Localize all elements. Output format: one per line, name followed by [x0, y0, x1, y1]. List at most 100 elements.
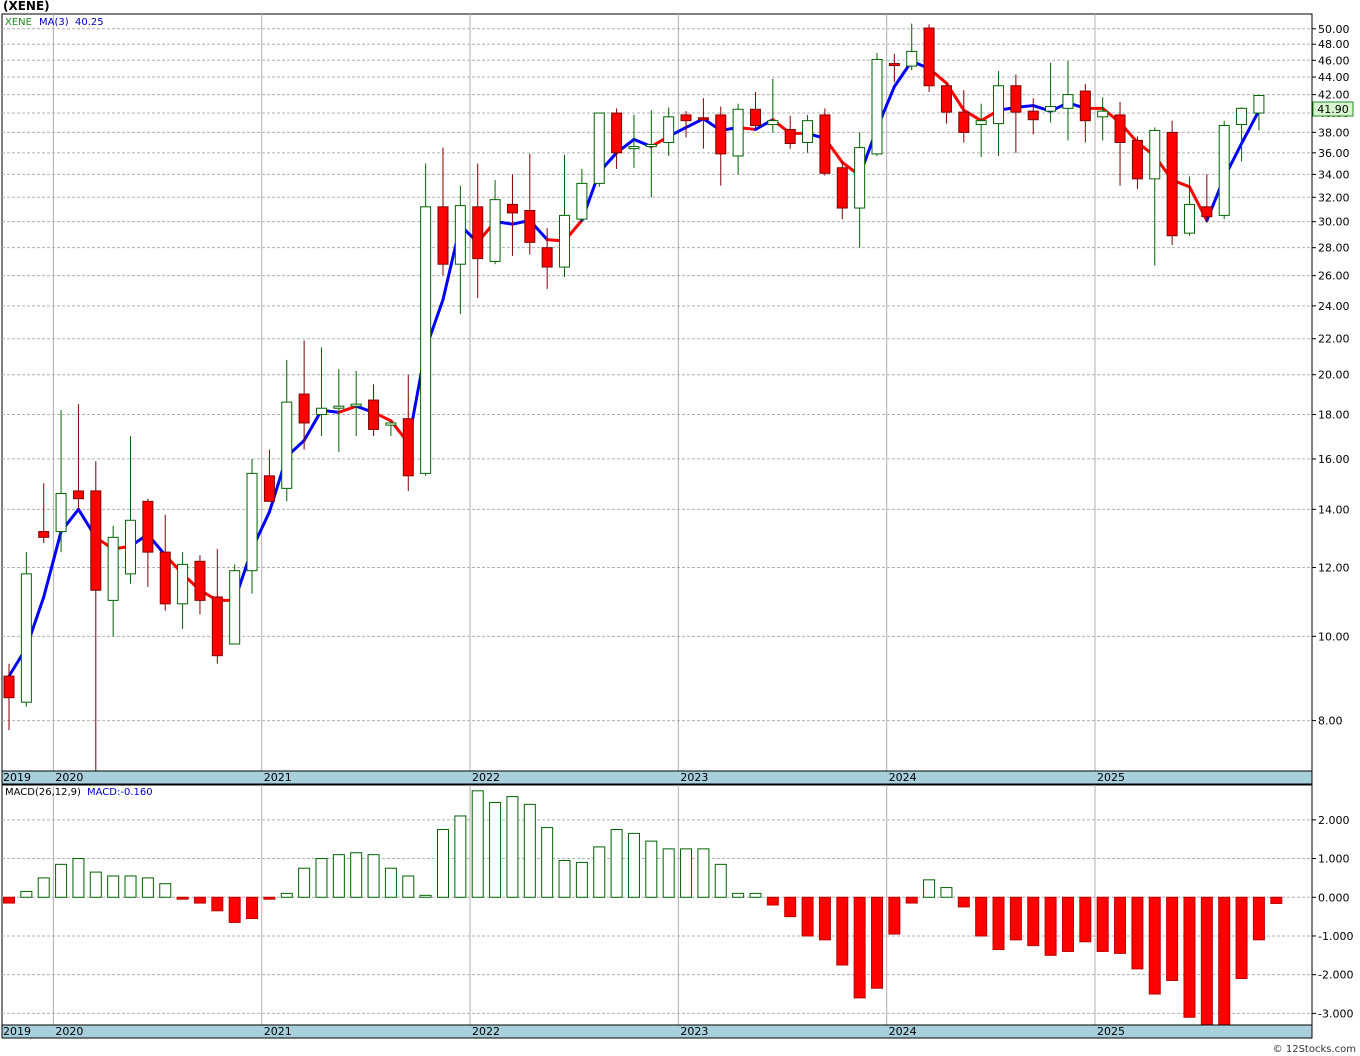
candle	[194, 555, 206, 615]
candle	[1166, 120, 1178, 245]
macd-bar	[315, 858, 328, 898]
price-tick-label: 38.00	[1318, 126, 1350, 139]
candle	[1062, 61, 1074, 141]
candle-body	[732, 108, 744, 157]
candle	[20, 552, 32, 707]
candle-body	[1010, 85, 1022, 113]
macd-bar	[1183, 896, 1196, 1018]
candle-body	[1183, 203, 1195, 234]
macd-bar	[211, 896, 224, 912]
macd-bar	[454, 815, 467, 898]
macd-legend-params: MACD(26,12,9)	[5, 787, 81, 798]
date-axis-labels: 2019 2020 2021 2022 2023 2024 2025	[3, 771, 1125, 784]
macd-bar	[645, 840, 658, 898]
candle	[1114, 101, 1126, 186]
candle-body	[871, 58, 883, 155]
candle-body	[680, 114, 692, 122]
macd-year-label: 2019	[3, 1025, 31, 1038]
candle-body	[836, 167, 848, 209]
year-label: 2020	[55, 771, 83, 784]
macd-bar	[784, 896, 797, 918]
candle	[1010, 74, 1022, 153]
price-y-axis: 8.00 10.00 12.00 14.00 16.00 18.00 20.00 22.00 2…	[1312, 23, 1350, 728]
macd-bar	[419, 894, 432, 898]
price-tick-label: 12.00	[1318, 562, 1350, 575]
candle-body	[1149, 129, 1161, 180]
candlesticks	[3, 23, 1265, 771]
price-tick-label: 20.00	[1318, 369, 1350, 382]
price-tick-label: 14.00	[1318, 503, 1350, 516]
macd-bar	[437, 829, 449, 898]
macd-bar	[1270, 896, 1283, 904]
candle	[923, 24, 935, 92]
candle	[993, 71, 1005, 156]
candle	[107, 525, 119, 637]
macd-bar	[749, 892, 762, 898]
price-tick-label: 18.00	[1318, 408, 1350, 421]
macd-bar	[55, 863, 68, 898]
candle-body	[1045, 105, 1057, 112]
macd-bar	[298, 867, 311, 898]
price-tick-label: 42.00	[1318, 89, 1350, 102]
macd-bar	[384, 867, 397, 898]
macd-bar	[992, 896, 1005, 951]
macd-bar	[159, 883, 172, 898]
macd-bar	[1252, 896, 1265, 941]
macd-tick-label: 1.000	[1318, 853, 1350, 866]
candle-body	[802, 120, 814, 143]
candle	[940, 82, 952, 124]
candle	[541, 227, 553, 289]
candle-body	[38, 531, 50, 538]
year-label: 2025	[1097, 771, 1125, 784]
candle-body	[159, 551, 171, 605]
macd-bar	[732, 892, 745, 898]
last-price-badge-label: 41.90	[1317, 103, 1349, 116]
price-tick-label: 22.00	[1318, 333, 1350, 346]
candle	[437, 147, 449, 276]
year-label: 2022	[472, 771, 500, 784]
ma-segment	[302, 408, 323, 443]
candle	[611, 108, 623, 169]
candle-body	[1097, 110, 1109, 118]
candle	[1149, 127, 1161, 266]
macd-year-label: 2023	[680, 1025, 708, 1038]
macd-bar	[124, 875, 137, 898]
candle	[715, 106, 727, 186]
macd-bar	[1148, 896, 1161, 995]
macd-bar	[37, 877, 50, 898]
candle-body	[524, 209, 536, 243]
candle	[836, 161, 848, 220]
macd-bar	[1200, 896, 1213, 1026]
macd-bar	[905, 896, 918, 904]
candle-body	[663, 116, 675, 143]
candle-body	[402, 418, 414, 477]
macd-bar	[72, 858, 85, 898]
macd-tick-label: -3.000	[1318, 1007, 1353, 1020]
candle-body	[142, 500, 154, 553]
candle-body	[697, 117, 709, 121]
macd-bar	[141, 877, 154, 898]
candle	[263, 449, 275, 502]
candle	[1253, 95, 1265, 131]
macd-bar	[541, 827, 554, 898]
candle-body	[263, 475, 275, 502]
candle	[385, 420, 397, 437]
candle	[732, 103, 744, 175]
candle	[333, 369, 345, 452]
candle	[663, 107, 675, 156]
candle-body	[177, 563, 189, 605]
candle	[958, 90, 970, 143]
macd-bar	[228, 896, 241, 923]
macd-date-axis-band	[1, 1024, 1313, 1039]
chart-title: (XENE)	[3, 0, 50, 13]
macd-bar	[836, 896, 849, 966]
macd-bar	[280, 892, 293, 898]
candle	[1027, 98, 1039, 135]
candle	[72, 404, 84, 510]
candle	[1079, 83, 1091, 143]
candle-body	[246, 472, 258, 572]
candle-body	[298, 393, 310, 424]
candle	[1183, 176, 1195, 236]
candle-body	[1062, 94, 1074, 109]
candle-body	[211, 596, 223, 657]
